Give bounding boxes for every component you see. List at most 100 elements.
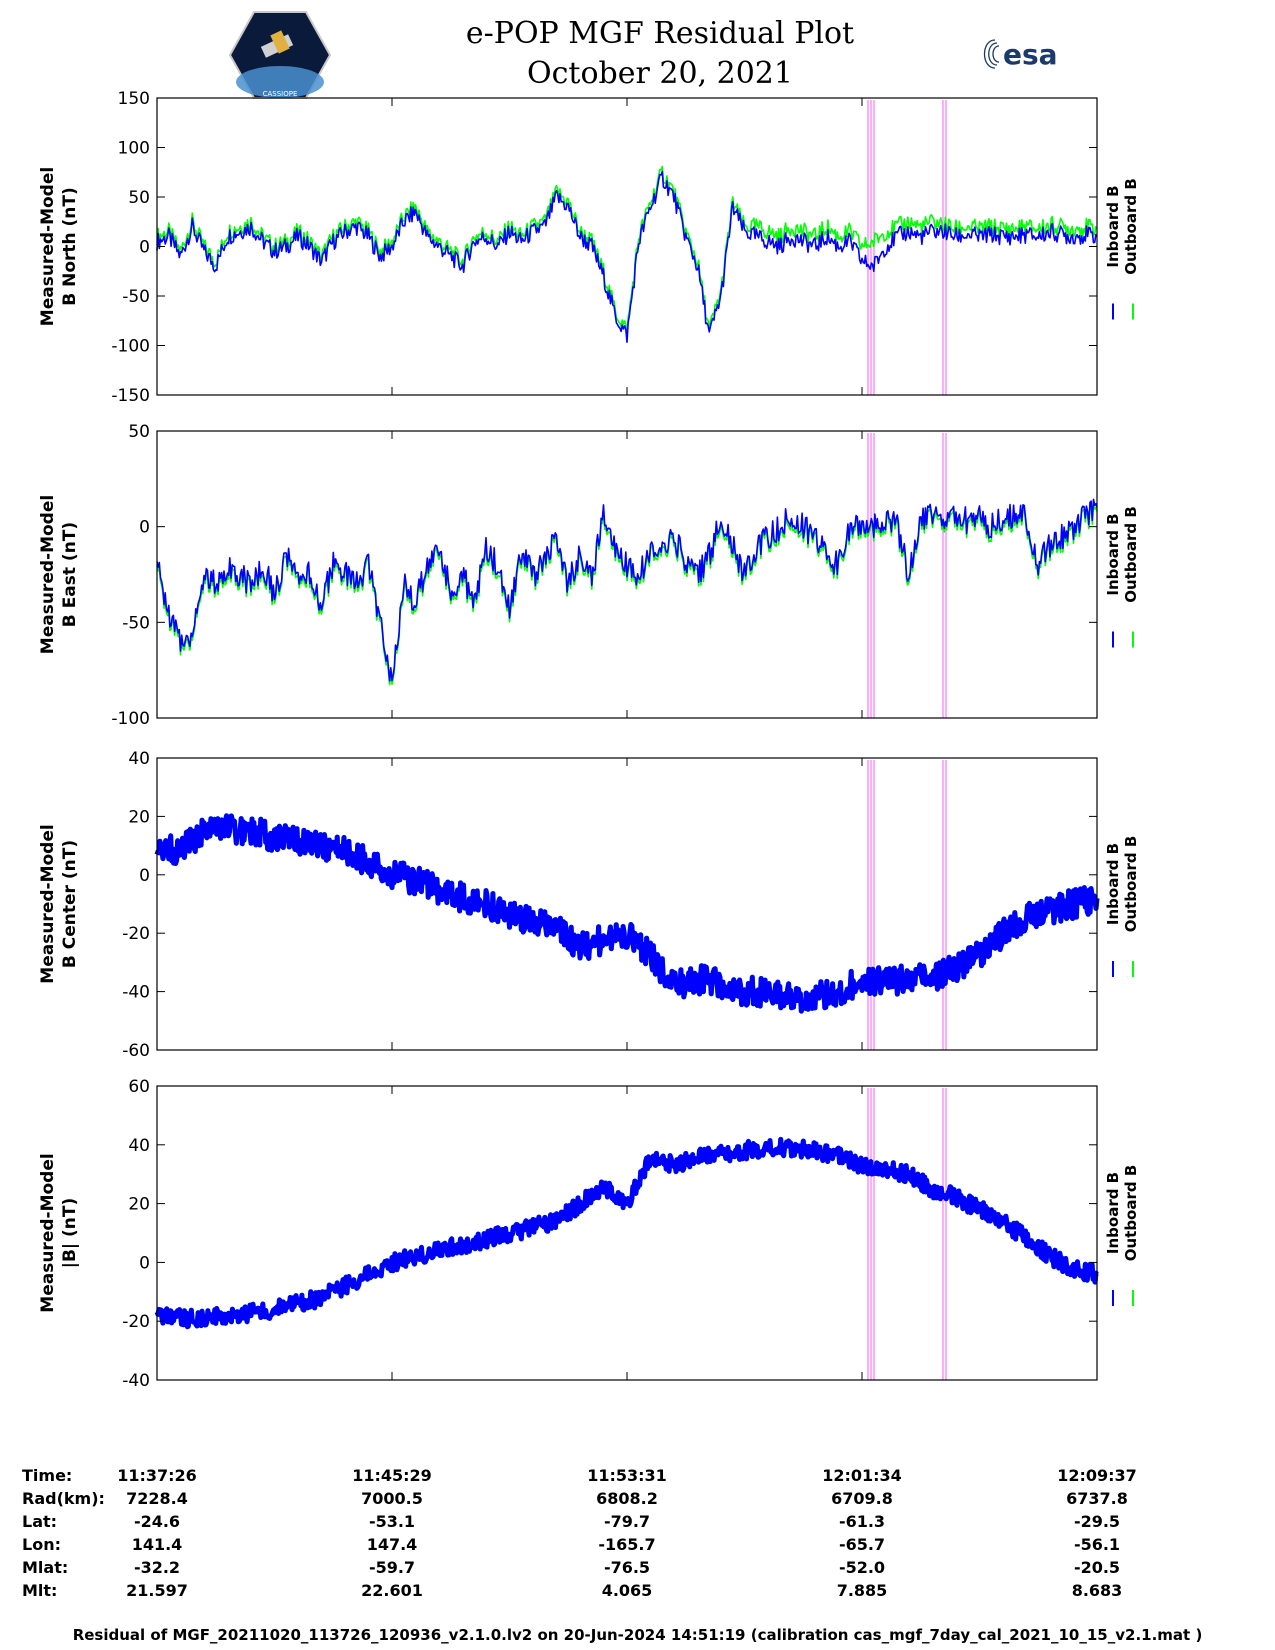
series-line-inboard-b bbox=[154, 1136, 1099, 1330]
row-label: Rad(km): bbox=[22, 1489, 105, 1508]
table-cell: 7228.4 bbox=[126, 1489, 188, 1508]
y-tick-label: 150 bbox=[118, 89, 150, 109]
panel-4: 60 40 20 0 -20 -40 Measured-Model |B| (nT) Inboa… bbox=[38, 1077, 1140, 1391]
y-tick-label: -40 bbox=[122, 983, 150, 1003]
legend-outboard-label: Outboard B bbox=[1122, 506, 1140, 603]
table-cell: 21.597 bbox=[126, 1581, 188, 1600]
table-cell: -32.2 bbox=[133, 1558, 181, 1577]
table-cell: 4.065 bbox=[601, 1581, 653, 1600]
table-cell: 141.4 bbox=[131, 1535, 183, 1554]
y-tick-label: -40 bbox=[122, 1371, 150, 1391]
series-line-inboard-b bbox=[154, 813, 1100, 1014]
chart-title: e-POP MGF Residual Plot October 20, 2021 bbox=[330, 14, 990, 94]
table-cell: -52.0 bbox=[838, 1558, 886, 1577]
panel-1: 150 100 50 0 -50 -100 -150 Measured-Model B Nort… bbox=[38, 89, 1140, 406]
table-cell: 11:37:26 bbox=[117, 1466, 197, 1485]
legend-labels: Inboard BOutboard B bbox=[1104, 1165, 1140, 1262]
legend-inboard-label: Inboard B bbox=[1104, 1172, 1122, 1254]
table-cell: 8.683 bbox=[1071, 1581, 1123, 1600]
row-label: Mlt: bbox=[22, 1581, 58, 1600]
table-cell: -76.5 bbox=[603, 1558, 651, 1577]
y-axis-label-line1: Measured-Model bbox=[38, 1153, 58, 1312]
y-tick-label: 60 bbox=[128, 1077, 150, 1097]
series-line-inboard-b bbox=[156, 170, 1098, 343]
y-tick-label: 50 bbox=[128, 422, 150, 442]
orbit-info-table: Time: Rad(km): Lat: Lon: Mlat: Mlt: 11:37:26 72… bbox=[0, 1466, 1275, 1616]
legend: Inboard BOutboard B bbox=[1104, 836, 1140, 977]
y-tick-label: 20 bbox=[128, 1195, 150, 1215]
table-cell: -65.7 bbox=[838, 1535, 886, 1554]
y-tick-label: -150 bbox=[111, 386, 150, 406]
table-cell: 22.601 bbox=[361, 1581, 423, 1600]
y-axis-label-line2: B East (nT) bbox=[60, 522, 80, 627]
y-tick-label: 0 bbox=[139, 1253, 150, 1273]
legend-outboard-label: Outboard B bbox=[1122, 1165, 1140, 1262]
table-cell: -61.3 bbox=[838, 1512, 886, 1531]
y-tick-label: 40 bbox=[128, 1136, 150, 1156]
cassiope-satellite-logo: CASSIOPE bbox=[228, 11, 332, 99]
legend: Inboard BOutboard B bbox=[1104, 178, 1140, 320]
y-tick-label: 0 bbox=[139, 518, 150, 538]
table-cell: 6808.2 bbox=[596, 1489, 658, 1508]
y-tick-label: -100 bbox=[111, 337, 150, 357]
table-cell: 11:53:31 bbox=[587, 1466, 667, 1485]
table-cell: 6709.8 bbox=[831, 1489, 893, 1508]
legend: Inboard BOutboard B bbox=[1104, 1165, 1140, 1306]
title-line-2: October 20, 2021 bbox=[527, 56, 793, 91]
y-axis-label-line2: B Center (nT) bbox=[60, 840, 80, 968]
panel-2: 50 0 -50 -100 Measured-Model B East (nT) Inboa… bbox=[38, 422, 1140, 729]
cassiope-logo-text: CASSIOPE bbox=[263, 90, 298, 98]
row-label: Lon: bbox=[22, 1535, 61, 1554]
legend-inboard-label: Inboard B bbox=[1104, 843, 1122, 925]
esa-logo-text: esa bbox=[1003, 38, 1058, 71]
y-tick-label: 0 bbox=[139, 866, 150, 886]
table-cell: 12:01:34 bbox=[822, 1466, 902, 1485]
y-tick-label: 20 bbox=[128, 807, 150, 827]
table-cell: -165.7 bbox=[598, 1535, 656, 1554]
y-axis-label-line2: |B| (nT) bbox=[60, 1198, 80, 1269]
y-tick-label: -20 bbox=[122, 1312, 150, 1332]
row-label: Lat: bbox=[22, 1512, 58, 1531]
table-cell: -79.7 bbox=[603, 1512, 651, 1531]
plot-frame bbox=[156, 1085, 1098, 1381]
legend-labels: Inboard BOutboard B bbox=[1104, 178, 1140, 275]
y-axis-label-line1: Measured-Model bbox=[38, 167, 58, 326]
series-line-outboard-b bbox=[156, 165, 1098, 338]
legend-outboard-label: Outboard B bbox=[1122, 178, 1140, 275]
table-cell: 6737.8 bbox=[1066, 1489, 1128, 1508]
table-cell: 7000.5 bbox=[361, 1489, 423, 1508]
table-cell: 147.4 bbox=[366, 1535, 418, 1554]
table-cell: -53.1 bbox=[368, 1512, 416, 1531]
table-cell: -24.6 bbox=[133, 1512, 181, 1531]
y-tick-label: 100 bbox=[118, 139, 150, 159]
y-tick-label: 0 bbox=[139, 238, 150, 258]
y-tick-label: 40 bbox=[128, 749, 150, 769]
y-axis-label-line2: B North (nT) bbox=[60, 187, 80, 306]
legend-labels: Inboard BOutboard B bbox=[1104, 836, 1140, 933]
y-tick-label: 50 bbox=[128, 188, 150, 208]
panel-3: 40 20 0 -20 -40 -60 Measured-Model B Center (nT… bbox=[38, 749, 1140, 1061]
table-cell: -20.5 bbox=[1073, 1558, 1121, 1577]
row-label: Mlat: bbox=[22, 1558, 69, 1577]
y-axis-label-line1: Measured-Model bbox=[38, 495, 58, 654]
series-line-outboard-b bbox=[156, 502, 1098, 686]
series-line-inboard-b bbox=[156, 498, 1098, 682]
y-tick-label: -100 bbox=[111, 709, 150, 729]
y-axis-label-line1: Measured-Model bbox=[38, 824, 58, 983]
plot-frame bbox=[156, 757, 1098, 1051]
y-axis-label: Measured-Model B East (nT) bbox=[38, 495, 80, 654]
title-line-1: e-POP MGF Residual Plot bbox=[465, 16, 855, 51]
legend-inboard-label: Inboard B bbox=[1104, 513, 1122, 595]
y-axis-label: Measured-Model B North (nT) bbox=[38, 167, 80, 326]
table-cell: -56.1 bbox=[1073, 1535, 1121, 1554]
legend-inboard-label: Inboard B bbox=[1104, 185, 1122, 267]
table-cell: 12:09:37 bbox=[1057, 1466, 1137, 1485]
y-axis-label: Measured-Model |B| (nT) bbox=[38, 1153, 80, 1312]
y-tick-label: -20 bbox=[122, 924, 150, 944]
table-cell: -59.7 bbox=[368, 1558, 416, 1577]
y-axis-label: Measured-Model B Center (nT) bbox=[38, 824, 80, 983]
table-cell: 7.885 bbox=[836, 1581, 888, 1600]
row-label: Time: bbox=[22, 1466, 73, 1485]
table-cell: -29.5 bbox=[1073, 1512, 1121, 1531]
